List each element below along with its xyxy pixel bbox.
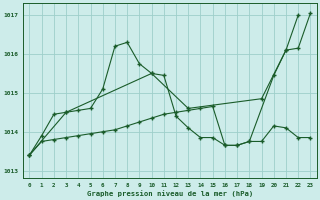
X-axis label: Graphe pression niveau de la mer (hPa): Graphe pression niveau de la mer (hPa) <box>87 190 253 197</box>
